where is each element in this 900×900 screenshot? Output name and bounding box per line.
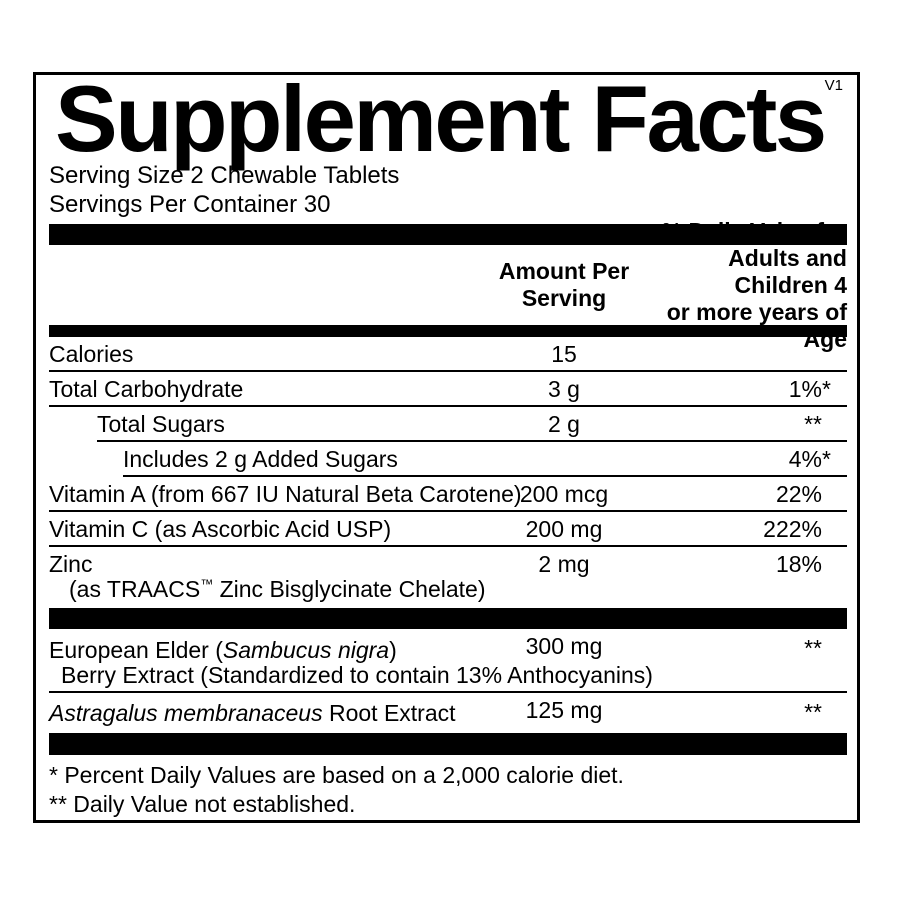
dv-value: 18% — [776, 552, 834, 577]
nutrient-name-line2: Berry Extract (Standardized to contain 1… — [61, 662, 653, 688]
nutrient-name: Vitamin C (as Ascorbic Acid USP) — [49, 516, 392, 542]
footnotes: * Percent Daily Values are based on a 2,… — [49, 755, 847, 819]
dv-header-line1: % Daily Value for — [661, 217, 847, 244]
table-row-calories: Calories 15 — [49, 337, 847, 372]
dv-asterisk — [822, 482, 834, 507]
supplement-facts-label: V1 Supplement Facts Serving Size 2 Chewa… — [33, 72, 860, 823]
amount-value: 200 mcg — [519, 481, 609, 507]
dv-value: 222% — [763, 517, 834, 542]
dv-asterisk — [822, 552, 834, 577]
dv-asterisk — [822, 517, 834, 542]
nutrient-name: European Elder (Sambucus nigra) Berry Ex… — [49, 638, 847, 688]
serving-size-line: Serving Size 2 Chewable Tablets — [49, 162, 400, 189]
amount-value: 15 — [551, 341, 577, 367]
version-label: V1 — [824, 77, 843, 94]
amount-value: 2 g — [548, 411, 580, 437]
latin-name: Astragalus membranaceus — [49, 700, 323, 726]
servings-per-container-line: Servings Per Container 30 — [49, 191, 331, 218]
table-row-european-elder: European Elder (Sambucus nigra) Berry Ex… — [49, 629, 847, 693]
nutrient-name-line1: European Elder (Sambucus nigra) — [49, 637, 397, 663]
page-title: Supplement Facts — [55, 66, 827, 171]
dv-number: 18% — [775, 551, 822, 577]
nutrient-name: Total Sugars — [97, 411, 225, 437]
dv-number: 1% — [788, 376, 822, 402]
dv-number: ** — [804, 699, 822, 725]
dv-value: 4% * — [789, 447, 834, 472]
dv-number: 4% — [788, 446, 822, 472]
botanical-table: European Elder (Sambucus nigra) Berry Ex… — [49, 629, 847, 733]
amount-value: 300 mg — [525, 633, 603, 659]
dv-value: ** — [804, 636, 834, 661]
amount-value: 3 g — [548, 376, 580, 402]
amount-value: 200 mg — [525, 516, 603, 542]
divider-bar-header — [49, 325, 847, 337]
table-row-astragalus: Astragalus membranaceus Root Extract 125… — [49, 693, 847, 733]
column-header-daily-value: % Daily Value for Adults and Children 4 … — [651, 218, 847, 353]
table-row-vitamin-a: Vitamin A (from 667 IU Natural Beta Caro… — [49, 477, 847, 512]
divider-bar-bottom — [49, 733, 847, 755]
dv-value: ** — [804, 700, 834, 725]
nutrient-table: Calories 15 Total Carbohydrate 3 g 1% * T… — [49, 337, 847, 608]
amount-header-line1: Amount Per — [498, 258, 630, 284]
column-header-amount: Amount Per Serving — [477, 258, 651, 312]
dv-header-line3: or more years of Age — [666, 298, 847, 352]
dv-value: 22% — [776, 482, 834, 507]
dv-value: 1% * — [789, 377, 834, 402]
amount-value: 2 mg — [538, 551, 590, 577]
nutrient-name-line2: (as TRAACS™ Zinc Bisglycinate Chelate) — [69, 576, 486, 602]
dv-asterisk: * — [822, 446, 831, 472]
table-row-zinc: Zinc (as TRAACS™ Zinc Bisglycinate Chela… — [49, 547, 847, 608]
dv-number: 222% — [763, 516, 822, 542]
footnote-daily-value: * Percent Daily Values are based on a 2,… — [49, 762, 624, 788]
column-headers: Amount Per Serving % Daily Value for Adu… — [49, 218, 847, 352]
amount-header-line2: Serving — [521, 285, 607, 311]
dv-number: ** — [804, 635, 822, 661]
dv-asterisk: * — [822, 376, 831, 402]
table-row-vitamin-c: Vitamin C (as Ascorbic Acid USP) 200 mg … — [49, 512, 847, 547]
dv-asterisk — [822, 412, 834, 437]
trademark-symbol: ™ — [200, 576, 214, 592]
amount-value: 125 mg — [525, 697, 603, 723]
dv-value: ** — [804, 412, 834, 437]
nutrient-name: Astragalus membranaceus Root Extract — [49, 700, 456, 726]
nutrient-name: Calories — [49, 341, 134, 367]
dv-number: 22% — [775, 481, 822, 507]
dv-asterisk — [822, 636, 834, 661]
divider-bar-top — [49, 224, 847, 245]
nutrient-name-line1: Zinc — [49, 551, 93, 577]
table-row-added-sugars: Includes 2 g Added Sugars 4% * — [123, 442, 847, 477]
dv-asterisk — [822, 700, 834, 725]
table-row-total-sugars: Total Sugars 2 g ** — [97, 407, 847, 442]
nutrient-name: Includes 2 g Added Sugars — [123, 446, 398, 472]
footnote-not-established: ** Daily Value not established. — [49, 791, 356, 817]
nutrient-name: Total Carbohydrate — [49, 376, 244, 402]
table-row-total-carbohydrate: Total Carbohydrate 3 g 1% * — [49, 372, 847, 407]
latin-name: Sambucus nigra — [222, 637, 390, 663]
nutrient-name: Zinc (as TRAACS™ Zinc Bisglycinate Chela… — [49, 552, 847, 602]
dv-number: ** — [804, 411, 822, 437]
nutrient-name: Vitamin A (from 667 IU Natural Beta Caro… — [49, 481, 522, 507]
serving-info: Serving Size 2 Chewable Tablets Servings… — [49, 161, 847, 219]
divider-bar-middle — [49, 608, 847, 629]
dv-header-line2: Adults and Children 4 — [728, 244, 847, 298]
